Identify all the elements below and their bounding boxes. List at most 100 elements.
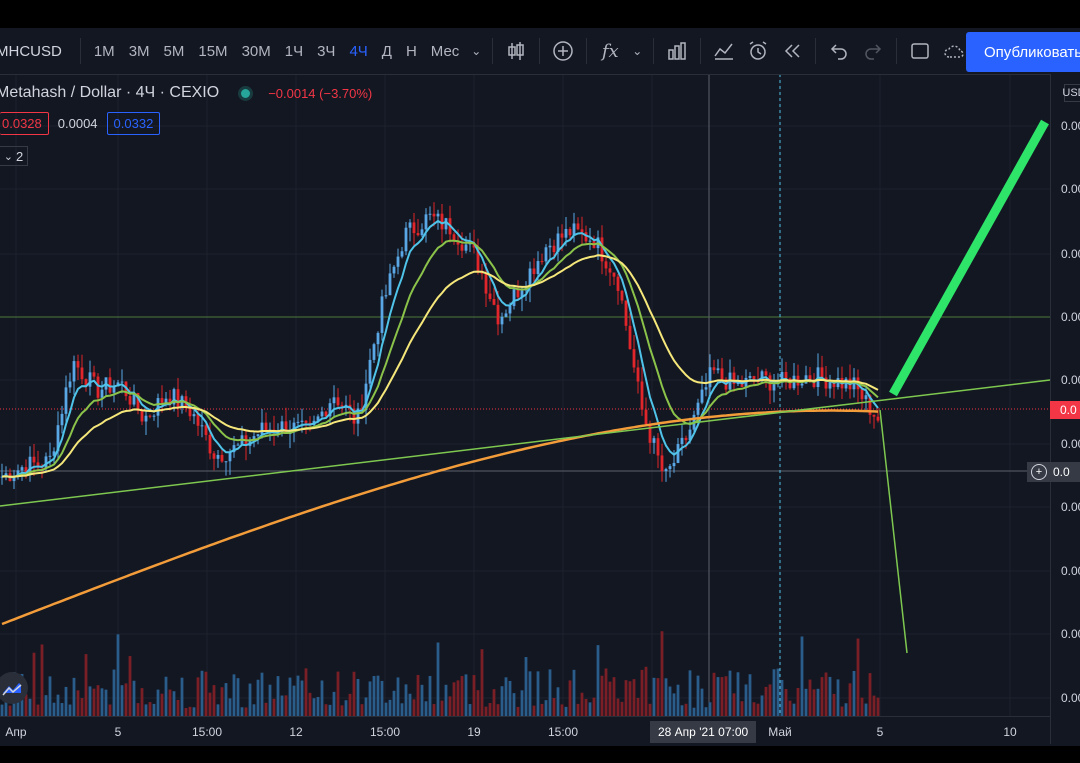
crosshair-price-tag[interactable]: + 0.0 (1027, 462, 1080, 482)
buy-price-button[interactable]: 0.0332 (106, 112, 161, 135)
indicators-toggle[interactable]: ⌄ 2 (0, 146, 28, 166)
volume-bar (260, 672, 264, 716)
symbol-search[interactable]: MHCUSD (0, 42, 62, 60)
candle-body (228, 452, 232, 462)
candle-body (580, 229, 584, 233)
volume-bar (480, 649, 484, 716)
volume-bar (804, 688, 808, 716)
volume-bar (624, 680, 628, 716)
time-axis[interactable]: Апр 5 15:00 12 15:00 19 15:00 Май 5 10 2… (0, 716, 1050, 746)
time-tick: Май (768, 725, 792, 739)
chevron-down-icon[interactable]: ⌄ (471, 44, 482, 58)
volume-bar (96, 685, 100, 716)
fullscreen-icon[interactable] (903, 28, 937, 74)
volume-bar (164, 676, 168, 716)
candle-body (664, 469, 668, 472)
volume-bar (276, 676, 280, 716)
redo-icon[interactable] (856, 28, 890, 74)
candle-body (568, 229, 572, 236)
candle-body (304, 420, 308, 423)
volume-bar (656, 678, 660, 716)
candle-body (516, 289, 520, 298)
alert-clock-icon[interactable] (741, 28, 775, 74)
candle-body (424, 214, 428, 230)
candle-body (88, 372, 92, 387)
candle-body (604, 261, 608, 269)
sell-price-button[interactable]: 0.0328 (0, 112, 49, 135)
add-indicator-icon[interactable] (546, 28, 580, 74)
candle-body (216, 454, 220, 459)
undo-icon[interactable] (822, 28, 856, 74)
volume-bar (192, 707, 196, 716)
volume-bar (124, 683, 128, 716)
publish-button[interactable]: Опубликовать (966, 32, 1080, 72)
fx-indicators-icon[interactable]: fx (601, 40, 619, 62)
candle-body (132, 393, 136, 405)
market-status-icon[interactable] (241, 88, 251, 98)
volume-bar (172, 691, 176, 716)
volume-bar (516, 706, 520, 716)
volume-bar (620, 701, 624, 716)
templates-icon[interactable] (707, 28, 741, 74)
candle-body (820, 367, 824, 378)
interval-5m[interactable]: 5М (163, 42, 185, 60)
interval-week[interactable]: Н (405, 42, 417, 60)
interval-30m[interactable]: 30М (241, 42, 271, 60)
volume-bar (428, 675, 432, 716)
interval-day[interactable]: Д (381, 42, 392, 60)
volume-bar (464, 674, 468, 716)
time-tick: 15:00 (547, 725, 579, 739)
replay-icon[interactable] (775, 28, 809, 74)
candle-body (212, 453, 216, 459)
candle-body (384, 295, 388, 297)
chevron-down-icon[interactable]: ⌄ (632, 44, 643, 58)
volume-bar (116, 634, 120, 716)
time-tick: 10 (1003, 725, 1017, 739)
time-tick: 5 (876, 725, 884, 739)
volume-bar (64, 686, 68, 716)
candle-body (872, 414, 876, 417)
tradingview-logo-icon[interactable] (0, 672, 28, 704)
candle-body (56, 425, 60, 452)
interval-4h[interactable]: 4Ч (349, 42, 368, 60)
volume-bar (672, 693, 676, 716)
candle-body (620, 290, 624, 301)
interval-3h[interactable]: 3Ч (317, 42, 336, 60)
candle-body (808, 375, 812, 381)
candle-body (492, 299, 496, 305)
candles-icon[interactable] (499, 28, 533, 74)
volume-bar (708, 702, 712, 716)
interval-3m[interactable]: 3М (128, 42, 150, 60)
interval-15m[interactable]: 15М (198, 42, 228, 60)
volume-bar (600, 675, 604, 716)
ema-mid-line (1, 239, 879, 478)
candle-body (828, 381, 832, 389)
plus-icon[interactable]: + (1031, 464, 1047, 480)
volume-bar (100, 688, 104, 716)
volume-bar (808, 679, 812, 716)
candle-body (168, 398, 172, 405)
candle-body (676, 444, 680, 463)
candle-body (376, 332, 380, 345)
symbol-title[interactable]: Metahash / Dollar · 4Ч · CEXIO (0, 84, 220, 101)
interval-1m[interactable]: 1М (93, 42, 115, 60)
candle-body (204, 425, 208, 435)
crosshair-price-value: 0.0 (1053, 465, 1070, 479)
volume-bar (752, 702, 756, 716)
volume-bar (412, 699, 416, 716)
compare-bars-icon[interactable] (660, 28, 694, 74)
interval-month[interactable]: Мес (430, 42, 460, 60)
volume-bar (504, 677, 508, 716)
candle-body (76, 361, 80, 368)
volume-bar (44, 695, 48, 716)
candle-body (536, 261, 540, 275)
currency-label[interactable]: USD (1062, 84, 1080, 102)
candle-body (100, 389, 104, 398)
price-chart[interactable] (0, 28, 1080, 746)
projection-arrow-up (889, 119, 1049, 397)
toolbar-divider (586, 38, 588, 64)
volume-bar (680, 705, 684, 716)
volume-bar (736, 672, 740, 716)
interval-1h[interactable]: 1Ч (284, 42, 304, 60)
volume-bar (432, 704, 436, 716)
